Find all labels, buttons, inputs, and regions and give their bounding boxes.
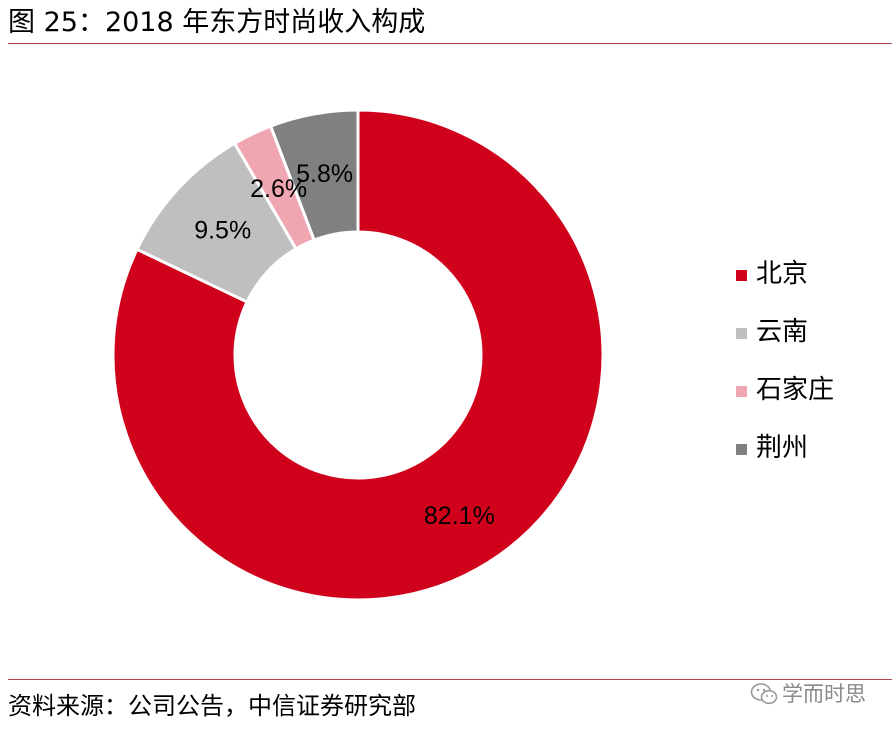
legend-swatch-jingzhou — [736, 444, 747, 455]
source-divider — [8, 679, 892, 680]
legend-item-shijiazhuang: 石家庄 — [736, 371, 876, 411]
source-note: 资料来源：公司公告，中信证券研究部 — [8, 692, 416, 720]
slice-label-yunnan: 9.5% — [194, 216, 251, 244]
legend-label-beijing: 北京 — [756, 259, 809, 289]
slice-label-jingzhou: 5.8% — [296, 160, 353, 188]
legend-label-yunnan: 云南 — [756, 317, 809, 347]
slice-label-beijing: 82.1% — [424, 502, 495, 530]
watermark-text: 学而时思 — [782, 682, 866, 706]
slice-labels-group: 82.1% 9.5% 2.6%5.8% — [194, 160, 495, 530]
legend-item-beijing: 北京 — [736, 255, 876, 295]
legend-item-yunnan: 云南 — [736, 313, 876, 353]
slice-beijing — [111, 108, 605, 602]
legend-swatch-beijing — [736, 270, 747, 281]
donut-chart: 82.1% 9.5% 2.6%5.8% — [111, 108, 605, 602]
legend-item-jingzhou: 荆州 — [736, 429, 876, 469]
figure-title: 图 25：2018 年东方时尚收入构成 — [8, 7, 426, 38]
slice-jingzhou — [268, 108, 360, 243]
slices-group — [111, 108, 605, 602]
legend-label-shijiazhuang: 石家庄 — [756, 375, 835, 405]
slice-label-shijiazhuang: 2.6% — [250, 175, 307, 203]
chat-bubble-icon — [750, 683, 778, 705]
legend-swatch-shijiazhuang — [736, 386, 747, 397]
title-divider — [8, 43, 892, 44]
legend-swatch-yunnan — [736, 328, 747, 339]
legend-label-jingzhou: 荆州 — [756, 433, 809, 463]
